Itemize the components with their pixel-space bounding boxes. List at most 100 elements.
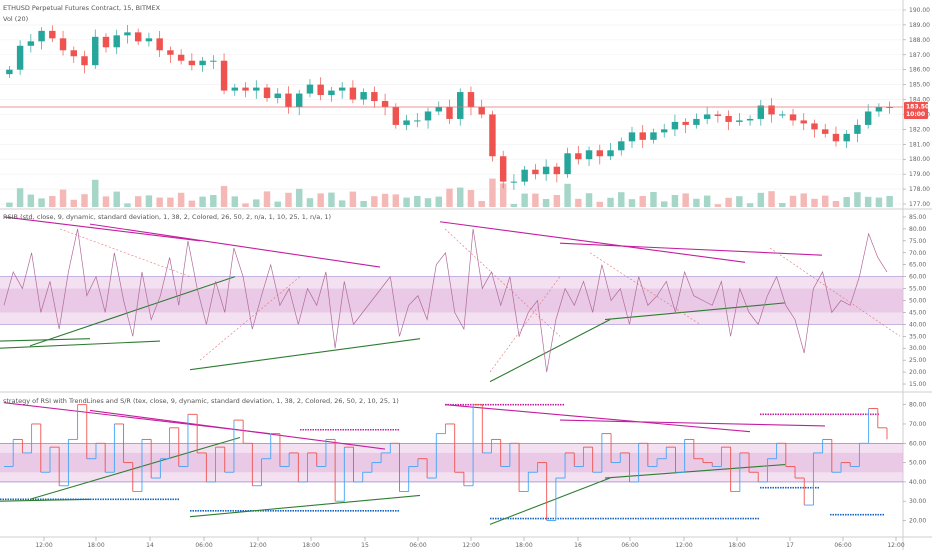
volume-bar xyxy=(360,201,367,207)
volume-bar xyxy=(639,196,646,207)
time-axis-label: 12:00 xyxy=(35,542,52,549)
price-axis-label: 188.00 xyxy=(909,37,930,44)
time-axis-label: 06:00 xyxy=(834,542,851,549)
rsi-axis-label: 65.00 xyxy=(909,262,926,269)
strategy-axis-label: 60.00 xyxy=(909,440,926,447)
volume-bar xyxy=(134,196,142,207)
strategy-step-line xyxy=(4,404,888,521)
volume-bar xyxy=(403,197,410,207)
price-axis-label: 178.00 xyxy=(909,186,930,193)
rsi-support-trendline xyxy=(0,340,161,349)
candle-body xyxy=(779,114,786,116)
volume-bar xyxy=(457,187,464,207)
candle-body xyxy=(467,92,475,107)
candle-body xyxy=(306,84,314,94)
volume-bars xyxy=(6,178,893,207)
volume-bar xyxy=(102,196,110,207)
candle-body xyxy=(446,106,453,119)
candle-body xyxy=(725,115,732,122)
rsi-axis-label: 55.00 xyxy=(909,286,926,293)
time-axis-label: 17 xyxy=(786,542,794,549)
volume-bar xyxy=(338,200,346,207)
volume-bar xyxy=(263,191,271,207)
volume-bar xyxy=(6,202,13,207)
rsi-axis-label: 60.00 xyxy=(909,274,926,281)
strategy-axis-label: 20.00 xyxy=(909,518,926,525)
rsi-axis[interactable]: 85.00 80.00 75.00 70.00 65.00 60.00 55.00 50.00… xyxy=(903,214,926,388)
candle-body xyxy=(757,105,765,119)
candle-body xyxy=(435,106,442,112)
strategy-axis-label: 70.00 xyxy=(909,421,926,428)
candle-body xyxy=(167,50,174,55)
volume-bar xyxy=(231,196,239,207)
volume-bar xyxy=(832,201,840,207)
rsi-axis-label: 25.00 xyxy=(909,357,926,364)
volume-bar xyxy=(16,188,24,207)
volume-bar xyxy=(446,188,453,207)
strategy-axis[interactable]: 80.00 70.00 60.00 50.00 40.00 30.00 20.00 xyxy=(903,402,926,525)
rsi-axis-label: 70.00 xyxy=(909,250,926,257)
volume-bar xyxy=(725,197,732,207)
price-axis-label: 182.00 xyxy=(909,126,930,133)
rsi-dashed-projection xyxy=(59,228,191,277)
candle-body xyxy=(253,87,260,91)
candle-body xyxy=(414,120,421,122)
candle-body xyxy=(822,129,829,134)
volume-bar xyxy=(38,198,45,207)
rsi-pane[interactable] xyxy=(0,216,903,383)
time-axis-label: 16 xyxy=(574,542,582,549)
price-pane[interactable] xyxy=(0,25,903,207)
candle-body xyxy=(285,93,292,107)
rsi-axis-label: 50.00 xyxy=(909,298,926,305)
volume-bar xyxy=(822,195,829,207)
time-axis-label: 15 xyxy=(361,542,369,549)
strategy-support-trendline xyxy=(189,494,421,518)
volume-bar xyxy=(811,198,818,207)
strategy-resistance-trendline xyxy=(559,419,826,427)
time-axis[interactable]: 12:00 18:00 14 06:00 12:00 18:00 15 06:00 12:00 1… xyxy=(35,537,905,549)
volume-bar xyxy=(618,192,625,207)
candle-body xyxy=(134,32,142,42)
volume-bar xyxy=(682,193,689,207)
candle-body xyxy=(854,124,861,134)
volume-bar xyxy=(81,194,88,207)
volume-bar xyxy=(779,203,786,207)
price-axis[interactable]: 190.00 189.00 188.00 187.00 186.00 185.00 184.… xyxy=(903,7,930,208)
rsi-axis-label: 20.00 xyxy=(909,369,926,376)
strategy-axis-label: 50.00 xyxy=(909,460,926,467)
candle-body xyxy=(124,32,131,36)
time-axis-label: 06:00 xyxy=(409,542,426,549)
volume-bar xyxy=(499,183,507,207)
candle-body xyxy=(70,50,77,57)
candle-body xyxy=(639,132,646,140)
candle-body xyxy=(714,114,722,116)
rsi-resistance-trendline xyxy=(439,221,746,263)
time-axis-label: 18:00 xyxy=(302,542,319,549)
volume-bar xyxy=(789,195,797,207)
volume-bar xyxy=(596,201,604,207)
candle-body xyxy=(671,121,679,130)
candle-body xyxy=(864,111,872,125)
strategy-axis-label: 30.00 xyxy=(909,498,926,505)
candle-body xyxy=(768,105,775,115)
volume-bar xyxy=(27,194,35,207)
time-axis-label: 12:00 xyxy=(675,542,692,549)
volume-bar xyxy=(800,193,807,207)
volume-bar xyxy=(349,191,357,207)
candle-body xyxy=(188,60,196,66)
candle-body xyxy=(156,38,163,51)
candle-body xyxy=(81,56,88,66)
price-axis-label: 190.00 xyxy=(909,7,930,14)
candle-body xyxy=(6,69,13,75)
candle-body xyxy=(564,153,571,175)
rsi-support-trendline xyxy=(29,276,236,347)
strategy-pane[interactable] xyxy=(0,402,903,525)
candle-body xyxy=(49,30,56,39)
volume-bar xyxy=(628,199,636,207)
candle-body xyxy=(789,114,797,121)
rsi-support-trendline xyxy=(0,338,91,342)
time-axis-label: 12:00 xyxy=(462,542,479,549)
candle-body xyxy=(38,30,45,42)
